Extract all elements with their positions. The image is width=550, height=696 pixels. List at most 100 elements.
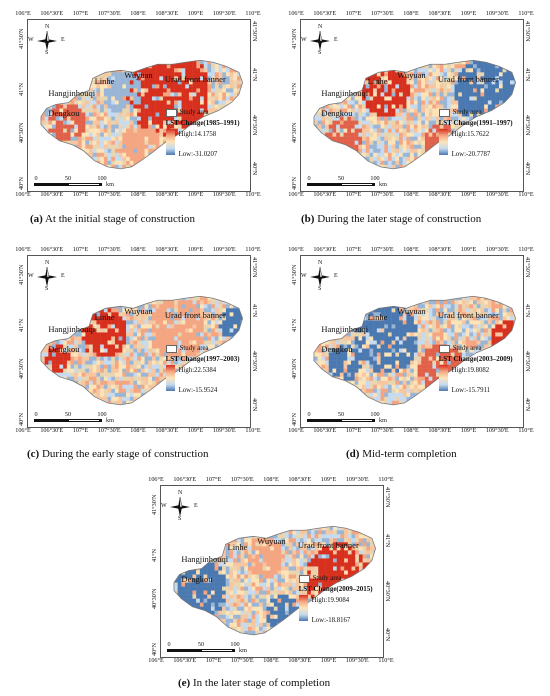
compass-w: W [161, 503, 167, 509]
map-frame: N S W E Hangjinhouqi Linhe Wuyuan Urad front ba… [160, 485, 384, 658]
compass-s: S [178, 516, 182, 522]
lon-tick-top: 108°30'E [428, 10, 452, 17]
scale-label: 100 [97, 175, 107, 182]
place-label: Urad front banner [437, 310, 499, 321]
lon-tick-top: 106°E [288, 246, 304, 253]
lst-change-map [40, 59, 243, 170]
lst-change-map [313, 59, 516, 170]
lat-tick-right: 40°30'N [251, 351, 258, 372]
lon-tick-bottom: 107°E [72, 191, 89, 198]
lon-tick-bottom: 106°30'E [40, 427, 64, 434]
scale-unit: km [379, 181, 387, 188]
lon-tick-top: 110°E [245, 246, 261, 253]
place-label: Urad front banner [297, 540, 359, 551]
lon-tick-bottom: 106°E [15, 427, 31, 434]
legend-high: High:15.7622 [451, 130, 490, 138]
lat-tick-left: 41°N [291, 318, 298, 332]
scale-label: 100 [370, 175, 380, 182]
lat-tick-left: 41°30'N [291, 264, 298, 285]
lon-tick-bottom: 108°30'E [155, 427, 179, 434]
place-label: Wuyuan [397, 70, 426, 81]
scale-bar: 0 50 100 km [305, 175, 405, 189]
lon-tick-top: 108°30'E [428, 246, 452, 253]
legend-ramp-wrap: High:19.9084 Low:-18.8167 [298, 594, 373, 625]
legend-high: High:19.9084 [311, 596, 350, 604]
scale-bar: 0 50 100 km [32, 411, 132, 425]
lon-tick-top: 107°E [345, 10, 362, 17]
lat-tick-right: 40°30'N [524, 351, 531, 372]
color-ramp [438, 364, 448, 391]
lat-tick-left: 41°30'N [291, 28, 298, 49]
lon-tick-bottom: 106°E [148, 657, 164, 664]
map-panel-a: 106°E 106°E 106°30'E 106°30'E 107°E 107°E 107°… [15, 10, 261, 200]
legend-ramp-wrap: High:19.8082 Low:-15.7911 [438, 364, 513, 395]
study-area-swatch [165, 344, 177, 353]
scale-bar: 0 50 100 km [165, 641, 265, 655]
caption-letter: (d) [346, 448, 360, 460]
lon-tick-bottom: 108°30'E [288, 657, 312, 664]
lon-tick-bottom: 109°E [460, 427, 477, 434]
lon-tick-bottom: 108°E [403, 427, 419, 434]
lon-tick-top: 107°30'E [370, 246, 394, 253]
lat-tick-left: 40°30'N [18, 358, 25, 379]
place-label: Wuyuan [397, 306, 426, 317]
caption-text: In the later stage of completion [190, 677, 331, 689]
map-frame: N S W E Hangjinhouqi Linhe Wuyuan Urad front ba… [27, 255, 251, 428]
study-area-swatch [438, 344, 450, 353]
place-label: Hangjinhouqi [181, 554, 229, 565]
lon-tick-top: 106°30'E [313, 10, 337, 17]
scale-label: 100 [230, 641, 240, 648]
lon-tick-bottom: 107°E [345, 191, 362, 198]
compass-n: N [45, 24, 50, 30]
lon-tick-bottom: 108°E [130, 191, 146, 198]
lat-tick-right: 41°N [251, 68, 258, 82]
lon-tick-bottom: 107°E [345, 427, 362, 434]
lat-tick-right: 41°N [251, 304, 258, 318]
place-label: Linhe [94, 76, 115, 87]
scale-label: 50 [197, 641, 205, 648]
compass-n: N [178, 490, 183, 496]
scale-label: 50 [64, 411, 72, 418]
legend: Study area LST Change(2009–2015) High:19.9… [298, 574, 373, 625]
study-area-swatch [165, 108, 177, 117]
lat-tick-right: 40°N [251, 398, 258, 412]
scale-bar: 0 50 100 km [32, 175, 132, 189]
map-frame: N S W E Hangjinhouqi Linhe Wuyuan Urad front ba… [300, 19, 524, 192]
place-label: Linhe [367, 76, 388, 87]
study-area-swatch [298, 574, 310, 583]
compass-icon [170, 496, 190, 517]
panel-caption: (a) At the initial stage of construction [30, 213, 195, 225]
lon-tick-bottom: 110°E [245, 191, 261, 198]
lat-tick-right: 40°30'N [384, 581, 391, 602]
scale-label: 100 [370, 411, 380, 418]
caption-letter: (c) [27, 448, 40, 460]
scale-label: 0 [307, 175, 311, 182]
lon-tick-bottom: 106°E [288, 191, 304, 198]
lon-tick-top: 109°E [320, 476, 337, 483]
compass-icon [37, 30, 57, 51]
lat-tick-right: 41°N [524, 68, 531, 82]
lst-change-map [313, 295, 516, 406]
lon-tick-bottom: 107°E [205, 657, 222, 664]
lon-tick-bottom: 110°E [378, 657, 394, 664]
place-label: Dengkou [321, 108, 353, 119]
compass-s: S [318, 50, 322, 56]
lon-tick-top: 107°30'E [370, 10, 394, 17]
lat-tick-left: 40°N [18, 176, 25, 190]
lon-tick-top: 109°30'E [485, 246, 509, 253]
caption-text: During the later stage of construction [314, 213, 482, 225]
compass-w: W [28, 37, 34, 43]
map-panel-e: 106°E 106°E 106°30'E 106°30'E 107°E 107°E 107°… [148, 476, 394, 666]
place-label: Dengkou [321, 344, 353, 355]
lat-tick-right: 40°N [524, 162, 531, 176]
legend-ramp-wrap: High:14.1758 Low:-31.0207 [165, 128, 240, 159]
caption-text: Mid-term completion [359, 448, 457, 460]
lon-tick-top: 109°E [187, 10, 204, 17]
map-frame: N S W E Hangjinhouqi Linhe Wuyuan Urad front ba… [27, 19, 251, 192]
lat-tick-right: 41°N [384, 534, 391, 548]
place-label: Wuyuan [124, 70, 153, 81]
lon-tick-top: 107°E [72, 10, 89, 17]
color-ramp [165, 364, 175, 391]
lon-tick-bottom: 108°30'E [428, 191, 452, 198]
lon-tick-top: 110°E [518, 10, 534, 17]
